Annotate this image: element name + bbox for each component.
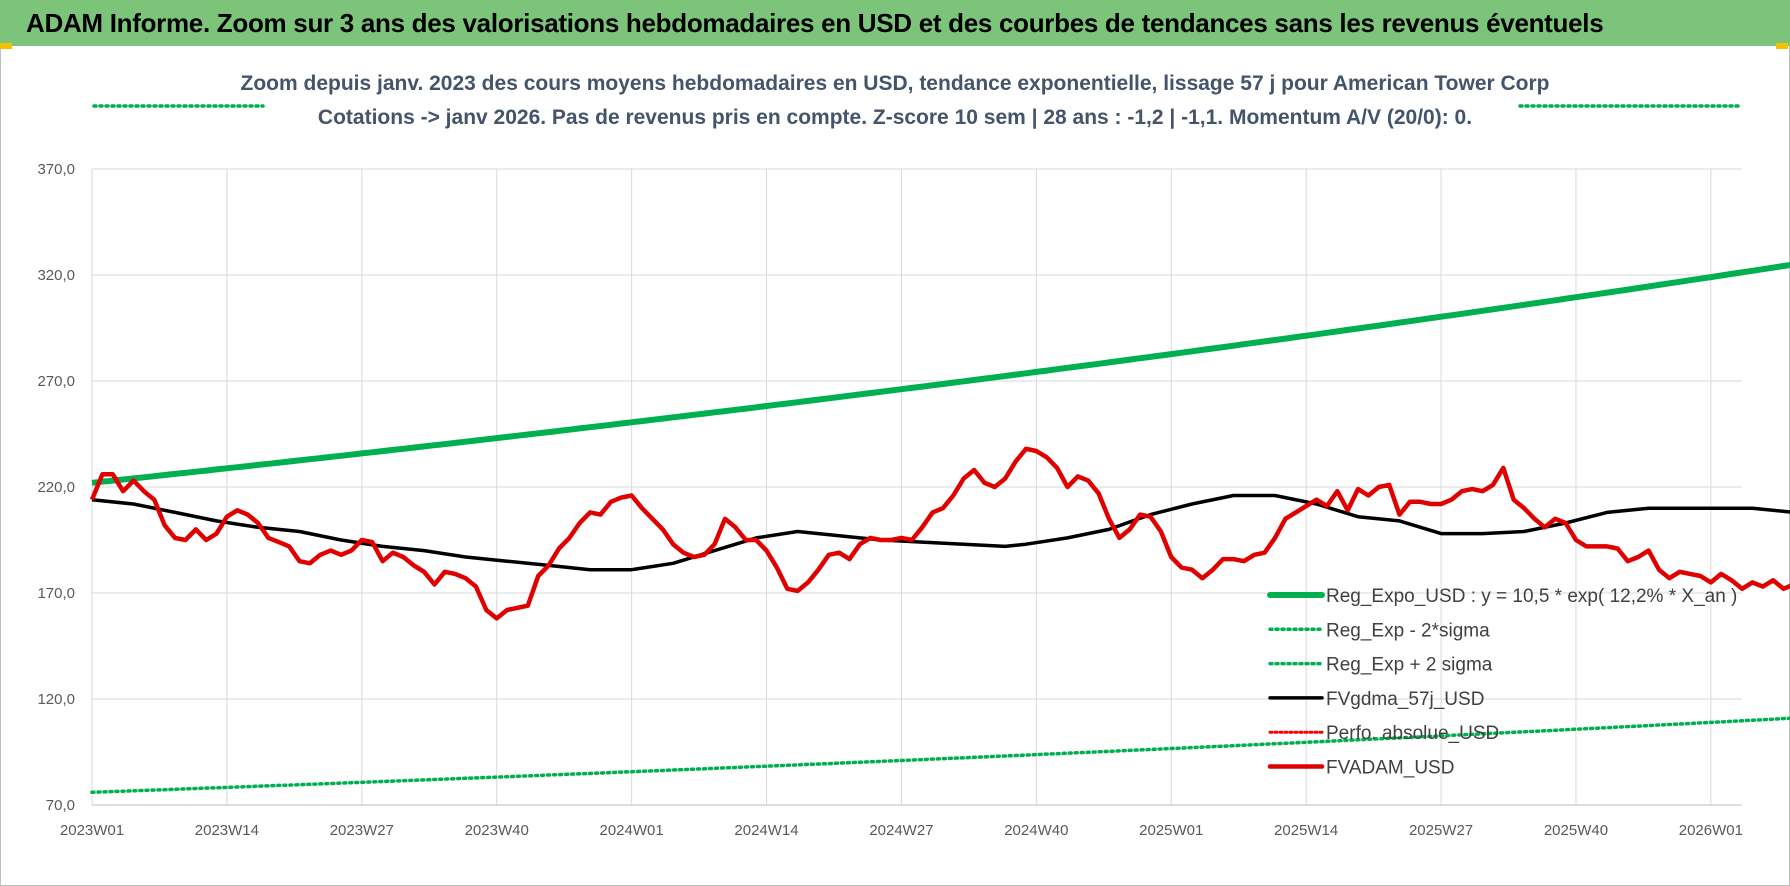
x-tick-label: 2025W01 [1139, 822, 1203, 839]
series-fvadam-line [89, 446, 1790, 621]
legend-item-label: Reg_Exp + 2 sigma [1326, 655, 1493, 676]
y-tick-label: 70,0 [46, 797, 75, 814]
series-reg-minus-2sigma-line [90, 716, 1790, 795]
y-tick-label: 270,0 [37, 373, 75, 390]
x-tick-label: 2024W01 [600, 822, 664, 839]
header-bar: ADAM Informe. Zoom sur 3 ans des valoris… [0, 0, 1790, 46]
chart-legend: Reg_Expo_USD : y = 10,5 * exp( 12,2% * X… [1267, 586, 1737, 779]
x-tick-label: 2023W27 [330, 822, 394, 839]
x-tick-label: 2026W01 [1679, 822, 1743, 839]
series-reg-expo-line [91, 261, 1790, 486]
x-tick-label: 2024W40 [1004, 822, 1068, 839]
series-layer [89, 104, 1790, 795]
x-tick-label: 2023W01 [60, 822, 124, 839]
chart-subtitle-line1: Zoom depuis janv. 2023 des cours moyens … [240, 72, 1550, 95]
x-tick-label: 2025W14 [1274, 822, 1338, 839]
y-tick-label: 370,0 [37, 161, 75, 178]
series-fvgdma-line [91, 493, 1790, 572]
legend-item-label: FVgdma_57j_USD [1326, 689, 1484, 710]
axis-layer: 370,0 320,0 270,0 220,0 170,0 120,0 70,0 2023W0… [37, 161, 1743, 839]
x-tick-label: 2023W14 [195, 822, 259, 839]
y-tick-label: 120,0 [37, 691, 75, 708]
legend-item-label: FVADAM_USD [1326, 758, 1454, 779]
x-tick-label: 2023W40 [465, 822, 529, 839]
legend-item-label: Reg_Exp - 2*sigma [1326, 620, 1490, 641]
legend-item-label: Reg_Expo_USD : y = 10,5 * exp( 12,2% * X… [1326, 586, 1737, 607]
grid-layer [91, 168, 1742, 806]
y-tick-label: 170,0 [37, 585, 75, 602]
y-tick-label: 320,0 [37, 267, 75, 284]
page-title: ADAM Informe. Zoom sur 3 ans des valoris… [26, 8, 1604, 38]
legend-item-label: Perfo. absolue_USD [1326, 723, 1499, 744]
corner-mark-right [1776, 43, 1788, 49]
x-tick-label: 2025W40 [1544, 822, 1608, 839]
x-tick-label: 2024W27 [869, 822, 933, 839]
chart-subtitle-line2: Cotations -> janv 2026. Pas de revenus p… [317, 106, 1473, 129]
x-tick-label: 2025W27 [1409, 822, 1473, 839]
corner-mark-left [0, 43, 12, 49]
x-tick-label: 2024W14 [734, 822, 798, 839]
y-tick-label: 220,0 [37, 479, 75, 496]
